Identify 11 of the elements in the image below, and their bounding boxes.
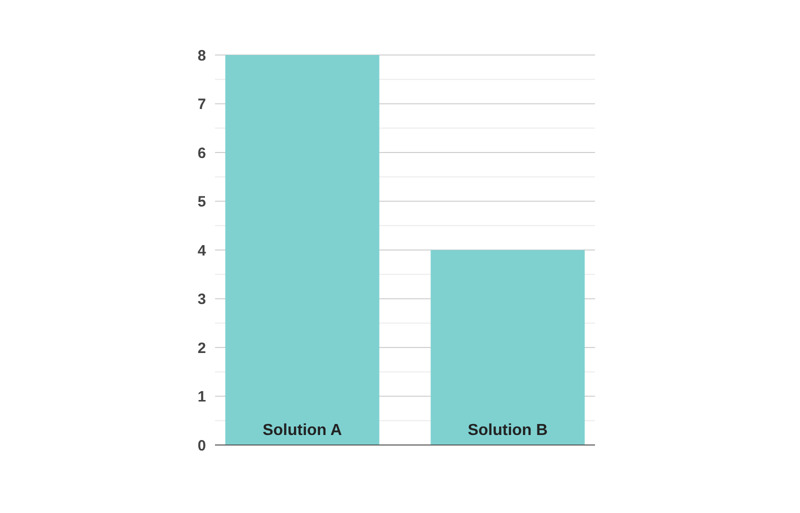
- y-tick-label: 7: [198, 96, 206, 113]
- x-tick-label: Solution B: [468, 422, 548, 439]
- y-tick-label: 8: [198, 47, 206, 64]
- y-tick-label: 1: [198, 388, 206, 406]
- x-tick-label: Solution A: [262, 422, 342, 439]
- y-tick-label: 4: [198, 242, 207, 260]
- y-tick-label: 0: [198, 437, 206, 454]
- y-tick-label: 5: [198, 194, 206, 210]
- y-tick-label: 3: [198, 291, 206, 308]
- y-tick-label: 2: [198, 340, 206, 357]
- y-tick-label: 6: [198, 144, 206, 162]
